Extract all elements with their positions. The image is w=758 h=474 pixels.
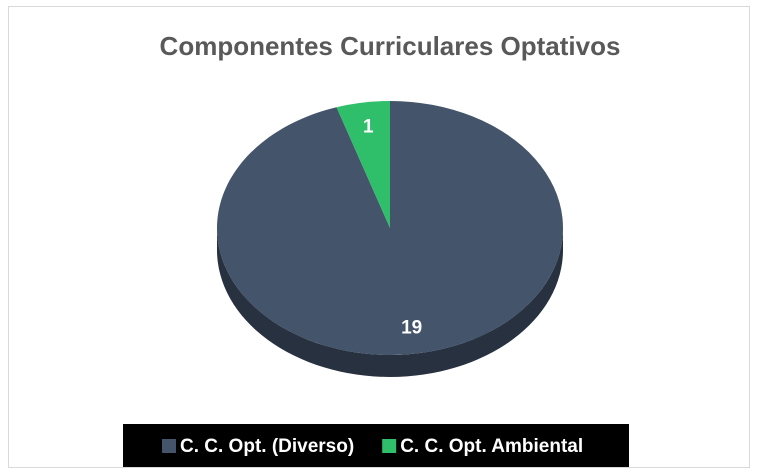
pie-slice <box>336 101 390 228</box>
chart-title: Componentes Curriculares Optativos <box>160 31 621 61</box>
pie-slice <box>216 101 563 356</box>
data-label: 1 <box>363 117 374 138</box>
pie-side <box>217 228 563 377</box>
legend-swatch <box>382 439 397 453</box>
data-label: 19 <box>401 317 422 338</box>
legend-swatch <box>162 439 176 453</box>
legend-background <box>123 424 629 467</box>
legend-label: C. C. Opt. Ambiental <box>400 436 583 457</box>
legend-label: C. C. Opt. (Diverso) <box>180 436 354 457</box>
